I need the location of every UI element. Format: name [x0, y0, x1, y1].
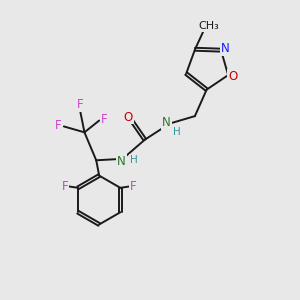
Text: F: F: [55, 119, 62, 132]
Text: F: F: [77, 98, 83, 111]
Text: N: N: [162, 116, 171, 129]
Text: F: F: [130, 180, 137, 193]
Text: N: N: [117, 155, 126, 168]
Text: N: N: [221, 42, 230, 55]
Text: CH₃: CH₃: [199, 21, 220, 31]
Text: F: F: [101, 112, 108, 126]
Text: O: O: [228, 70, 237, 83]
Text: O: O: [123, 110, 133, 124]
Text: F: F: [61, 180, 68, 193]
Text: H: H: [173, 127, 181, 137]
Text: H: H: [130, 155, 138, 165]
